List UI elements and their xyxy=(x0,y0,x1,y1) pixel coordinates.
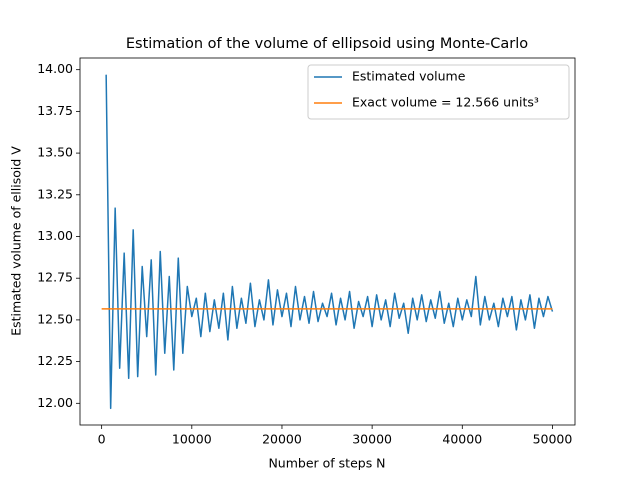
y-tick-label: 12.00 xyxy=(37,395,73,410)
x-axis-label: Number of steps N xyxy=(268,456,385,471)
chart-title: Estimation of the volume of ellipsoid us… xyxy=(126,36,528,52)
y-tick-label: 12.25 xyxy=(37,353,73,368)
y-axis-label: Estimated volume of ellisoid V xyxy=(9,146,24,336)
y-tick-label: 12.75 xyxy=(37,270,73,285)
x-tick-label: 40000 xyxy=(442,432,482,447)
axes-frame xyxy=(79,57,576,426)
legend-box xyxy=(307,64,570,120)
x-tick-label: 30000 xyxy=(352,432,392,447)
y-tick-label: 12.50 xyxy=(37,311,73,326)
legend-label: Estimated volume xyxy=(352,69,466,84)
y-tick-label: 13.25 xyxy=(37,186,73,201)
data-line xyxy=(105,74,554,410)
y-tick-label: 14.00 xyxy=(37,61,73,76)
x-tick-label: 50000 xyxy=(533,432,573,447)
legend-label: Exact volume = 12.566 units³ xyxy=(352,95,539,110)
y-tick-label: 13.00 xyxy=(37,228,73,243)
x-tick-label: 10000 xyxy=(172,432,212,447)
y-tick-label: 13.50 xyxy=(37,145,73,160)
x-tick-label: 0 xyxy=(98,432,106,447)
x-tick-label: 20000 xyxy=(262,432,302,447)
y-tick-label: 13.75 xyxy=(37,103,73,118)
